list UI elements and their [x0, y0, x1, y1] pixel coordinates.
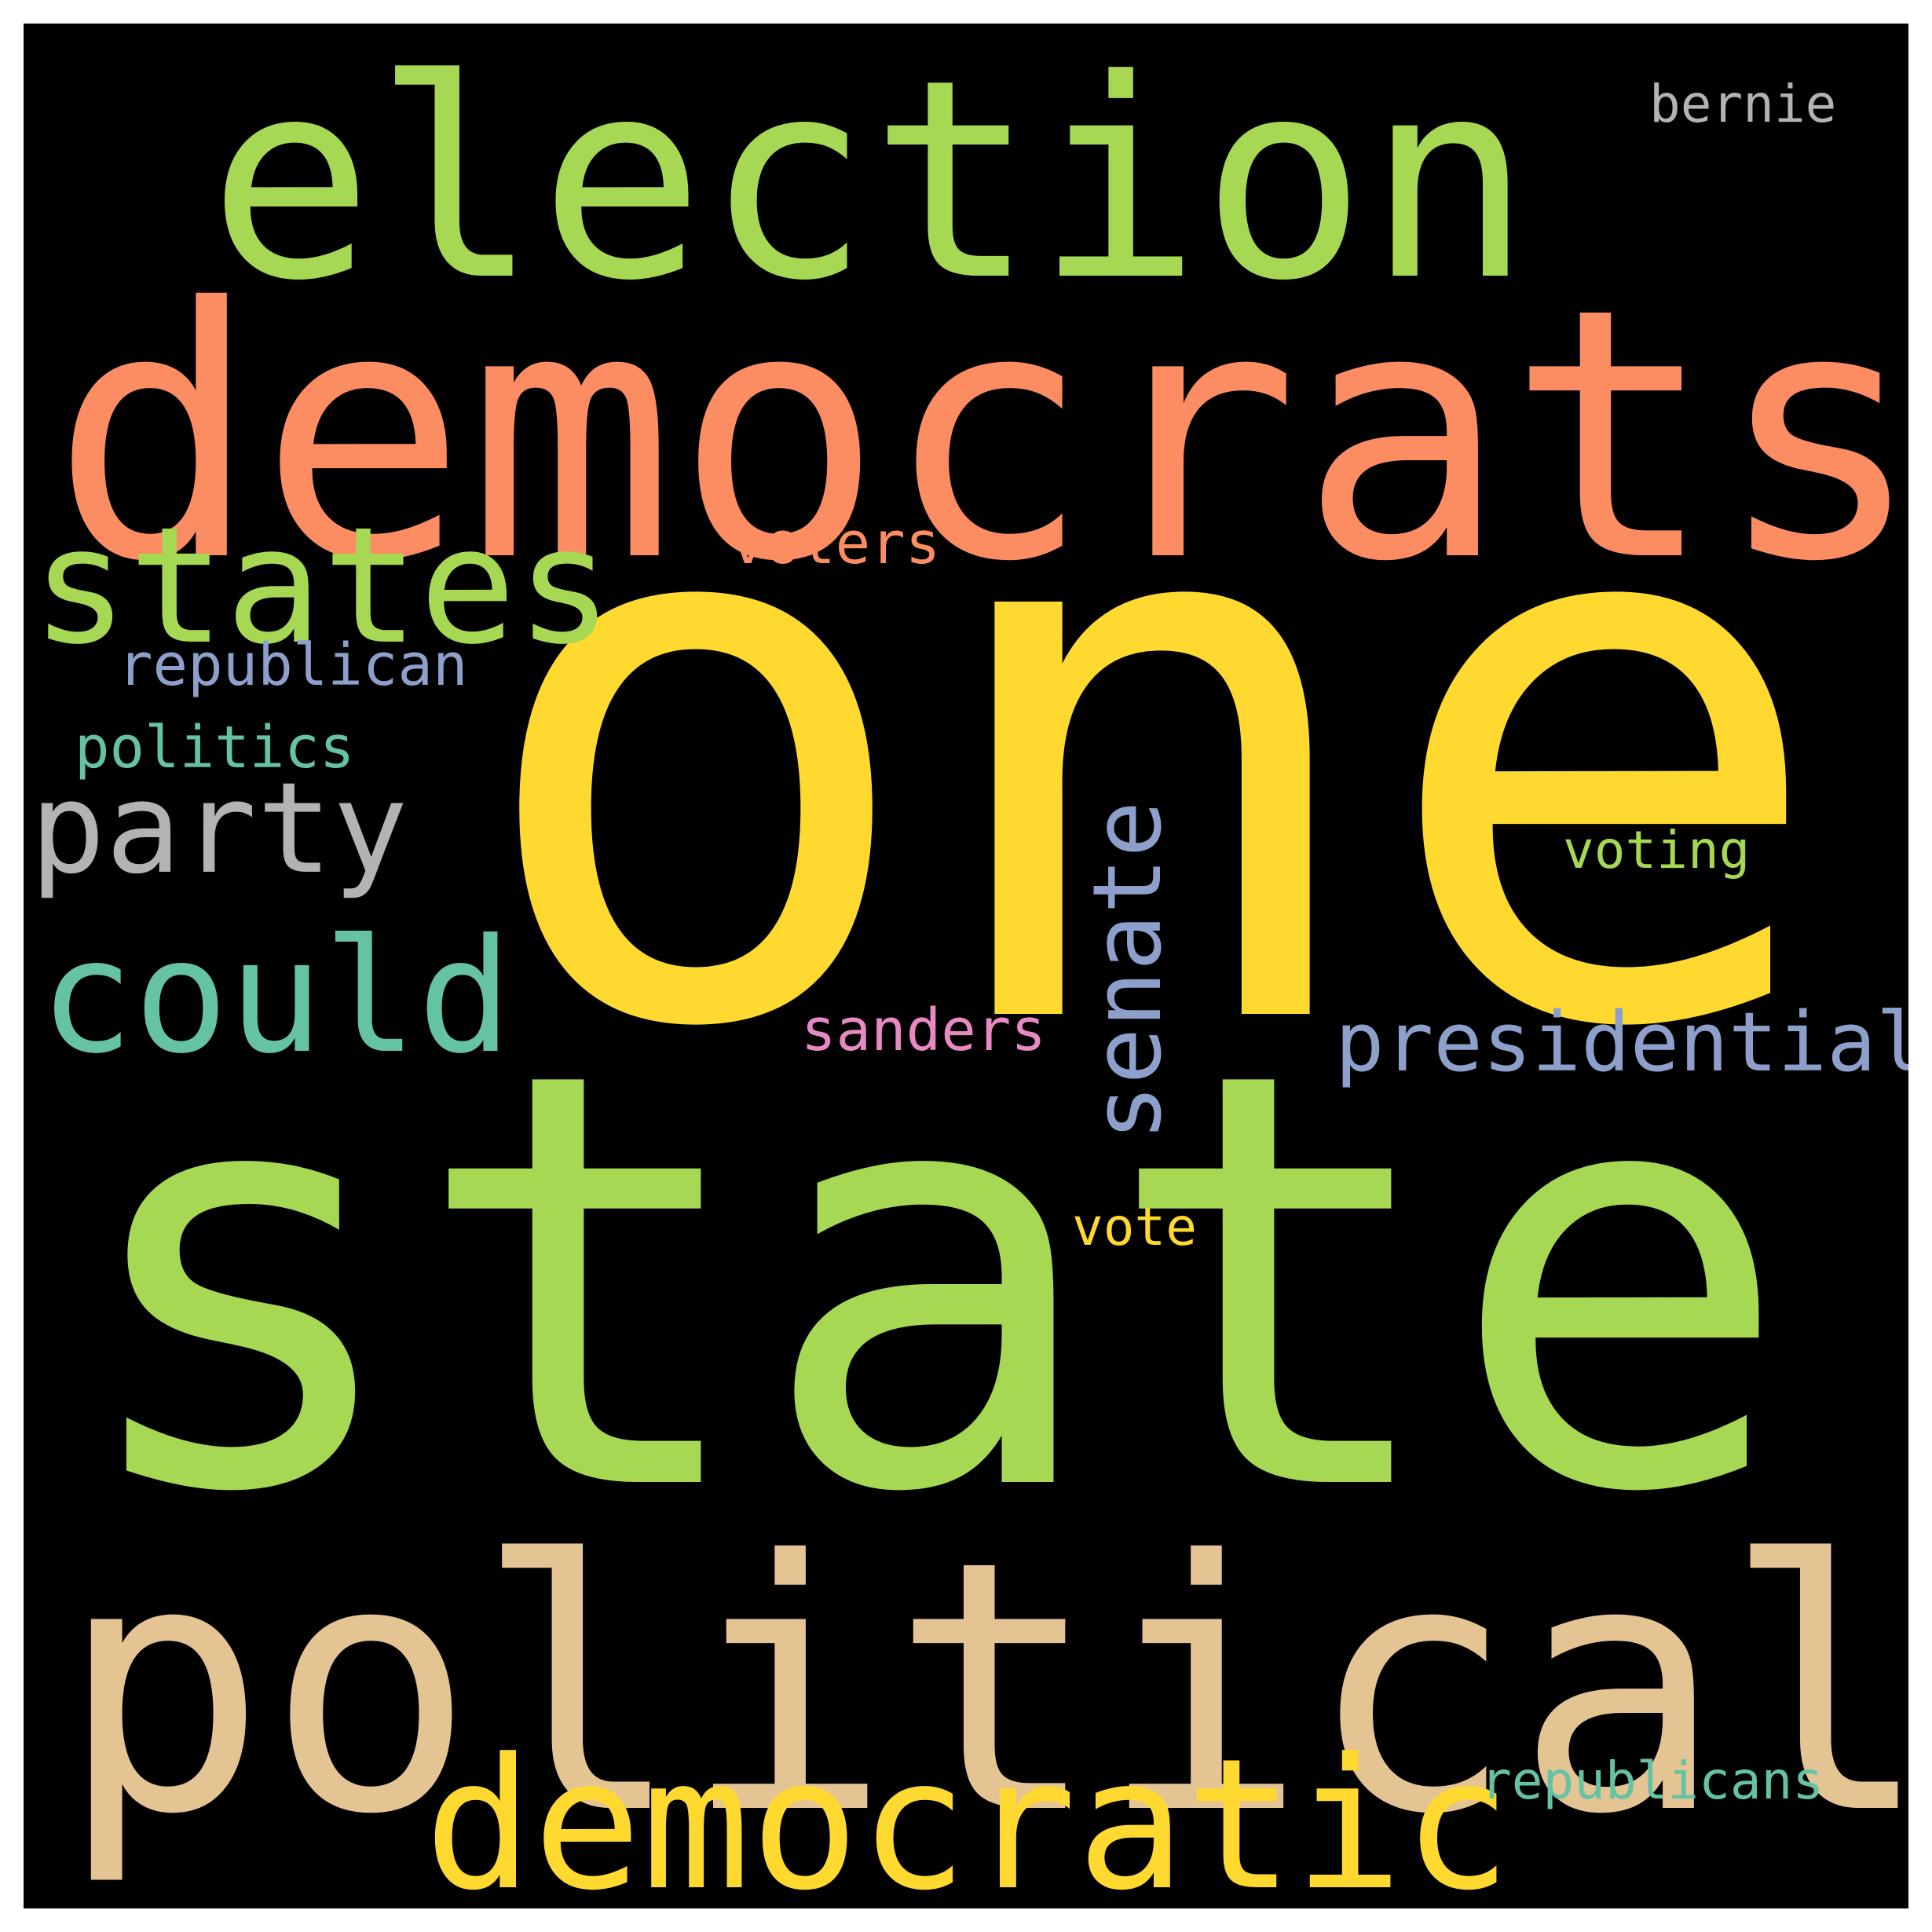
word-republican: republican [118, 631, 468, 699]
word-democrats: democrats [51, 235, 1908, 637]
word-states: states [31, 493, 613, 680]
word-political: political [59, 1487, 1908, 1890]
word-presidential: presidential [1335, 994, 1908, 1090]
word-republicans: republicans [1480, 1751, 1824, 1811]
word-voting: voting [1563, 820, 1751, 880]
word-democratic: democratic [424, 1721, 1512, 1909]
word-voters: voters [730, 510, 941, 577]
word-politics: politics [75, 714, 355, 781]
word-one: one [469, 315, 1831, 1192]
word-senate: senate [1074, 800, 1183, 1141]
word-cloud-panel: one state democrats political election d… [24, 24, 1908, 1908]
word-could: could [39, 906, 513, 1089]
word-sanders: sanders [801, 997, 1046, 1064]
word-vote: vote [1072, 1197, 1197, 1257]
word-state: state [67, 950, 1793, 1618]
word-bernie: bernie [1649, 74, 1837, 134]
word-election: election [208, 24, 1532, 341]
word-party: party [30, 755, 408, 902]
